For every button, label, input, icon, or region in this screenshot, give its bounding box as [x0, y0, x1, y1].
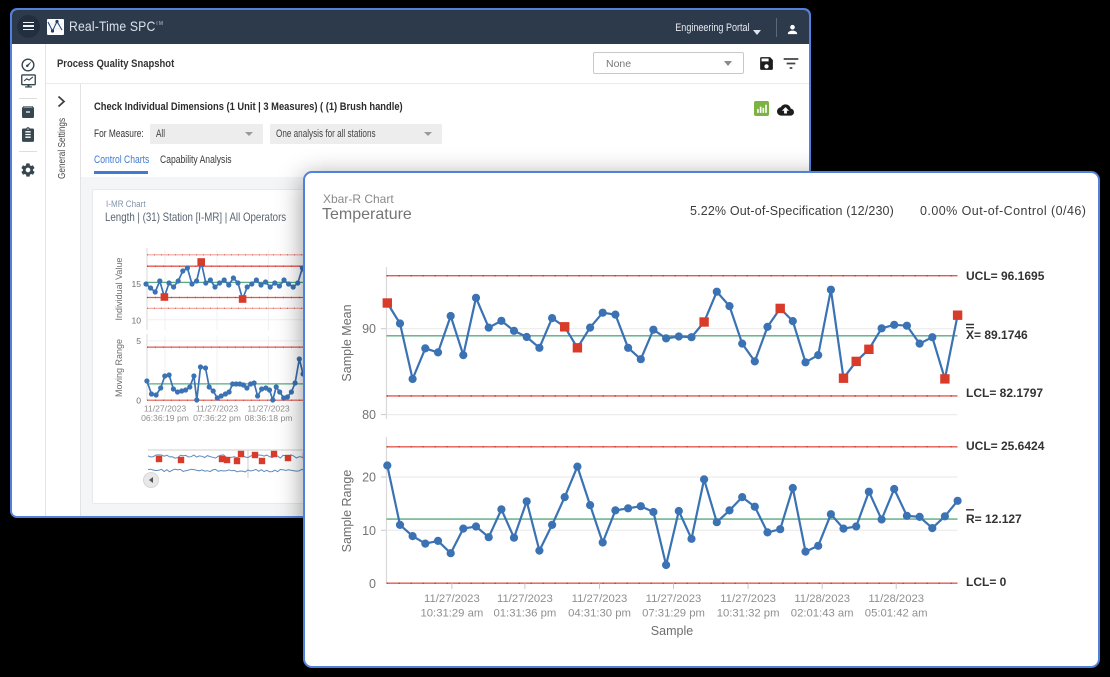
svg-text:11/27/2023: 11/27/2023 [720, 593, 776, 605]
svg-text:10: 10 [131, 316, 141, 326]
svg-text:11/27/2023: 11/27/2023 [646, 593, 702, 605]
svg-text:10:31:29 am: 10:31:29 am [420, 608, 483, 620]
svg-text:LCL= 82.1797: LCL= 82.1797 [966, 386, 1043, 400]
svg-text:15: 15 [131, 279, 141, 289]
svg-text:07:31:29 pm: 07:31:29 pm [642, 608, 705, 620]
svg-text:11/28/2023: 11/28/2023 [794, 593, 850, 605]
svg-text:05:01:42 am: 05:01:42 am [865, 608, 928, 620]
svg-text:X= 89.1746: X= 89.1746 [966, 328, 1028, 342]
svg-text:10:31:32 pm: 10:31:32 pm [717, 608, 780, 620]
svg-text:80: 80 [362, 408, 376, 422]
svg-text:02:01:43 am: 02:01:43 am [791, 608, 854, 620]
svg-text:11/27/2023: 11/27/2023 [424, 593, 480, 605]
svg-text:10: 10 [362, 524, 376, 538]
svg-text:Sample: Sample [651, 624, 693, 638]
svg-text:08:36:18 pm: 08:36:18 pm [245, 413, 293, 423]
svg-text:20: 20 [362, 471, 376, 485]
svg-text:01:31:36 pm: 01:31:36 pm [493, 608, 556, 620]
svg-text:11/27/2023: 11/27/2023 [497, 593, 553, 605]
svg-text:11/27/2023: 11/27/2023 [572, 593, 628, 605]
svg-text:11/27/2023: 11/27/2023 [247, 404, 290, 414]
svg-text:5: 5 [136, 336, 141, 346]
svg-text:Sample Range: Sample Range [340, 470, 354, 553]
svg-text:LCL= 0: LCL= 0 [966, 575, 1007, 589]
svg-text:UCL= 25.6424: UCL= 25.6424 [966, 439, 1045, 453]
svg-text:R= 12.127: R= 12.127 [966, 512, 1022, 526]
svg-text:04:31:30 pm: 04:31:30 pm [568, 608, 631, 620]
svg-text:90: 90 [362, 322, 376, 336]
svg-text:0: 0 [369, 577, 376, 591]
svg-text:06:36:19 pm: 06:36:19 pm [141, 413, 189, 423]
svg-text:11/27/2023: 11/27/2023 [196, 404, 239, 414]
svg-text:07:36:22 pm: 07:36:22 pm [193, 413, 241, 423]
svg-text:UCL= 96.1695: UCL= 96.1695 [966, 269, 1045, 283]
svg-text:11/28/2023: 11/28/2023 [868, 593, 924, 605]
svg-text:Sample Mean: Sample Mean [340, 304, 354, 381]
svg-text:Individual Value: Individual Value [114, 258, 124, 321]
svg-text:0: 0 [136, 396, 141, 406]
svg-text:11/27/2023: 11/27/2023 [144, 404, 187, 414]
svg-text:Moving Range: Moving Range [114, 339, 124, 397]
